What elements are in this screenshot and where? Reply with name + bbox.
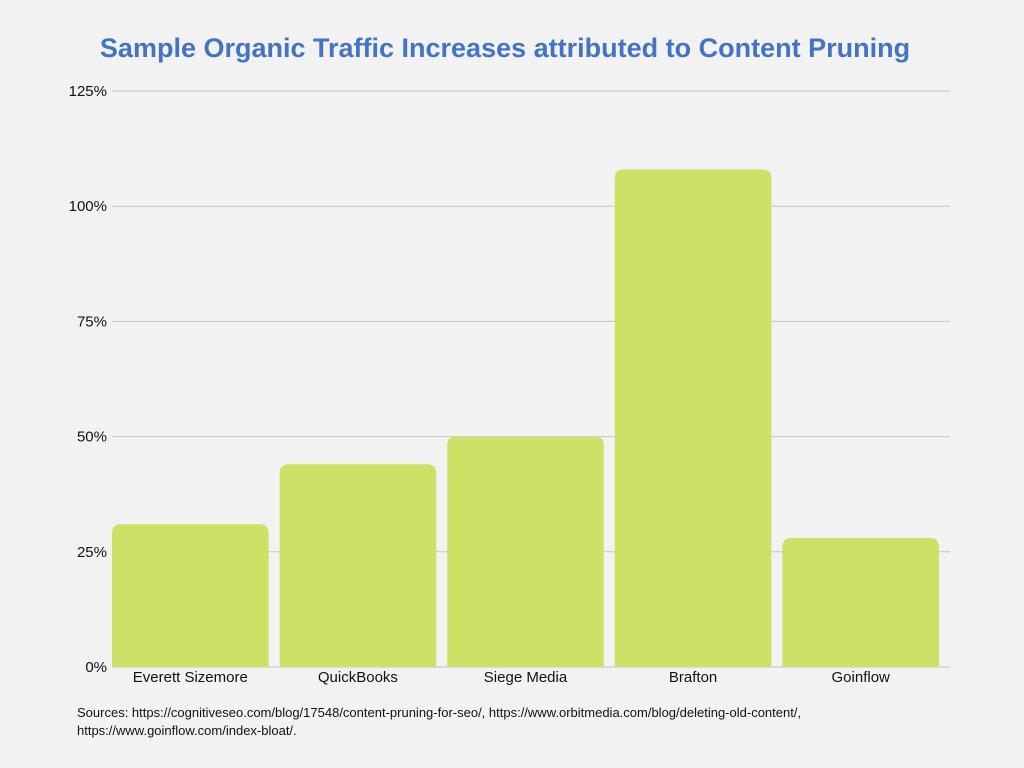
sources-line-1: Sources: https://cognitiveseo.com/blog/1… [77, 705, 802, 720]
y-tick-label: 0% [85, 659, 107, 676]
y-tick-label: 25% [77, 544, 107, 561]
y-tick-label: 75% [77, 313, 107, 330]
x-tick-label: Siege Media [484, 669, 568, 686]
chart-title: Sample Organic Traffic Increases attribu… [99, 33, 911, 63]
y-tick-label: 125% [69, 83, 107, 100]
bar-chart: 0% 25% 50% 75% 100% 125% Everett Sizemore Quic… [69, 83, 950, 686]
x-tick-label: Goinflow [832, 669, 891, 686]
bar-siege-media [447, 436, 604, 667]
x-tick-label: Everett Sizemore [133, 669, 248, 686]
sources-note: Sources: https://cognitiveseo.com/blog/1… [77, 704, 977, 740]
x-tick-label: Brafton [669, 669, 717, 686]
y-tick-label: 50% [77, 429, 107, 446]
bar-quickbooks [279, 464, 437, 667]
x-tick-label: QuickBooks [318, 669, 398, 686]
x-axis-labels: Everett Sizemore QuickBooks Siege Media Bra… [133, 669, 890, 686]
bar-brafton [614, 169, 772, 667]
bar-everett-sizemore [112, 524, 269, 667]
bar-goinflow [782, 537, 939, 667]
sources-line-2: https://www.goinflow.com/index-bloat/. [77, 723, 297, 738]
y-axis-ticks: 0% 25% 50% 75% 100% 125% [69, 83, 107, 676]
bars [112, 169, 939, 667]
y-tick-label: 100% [69, 198, 107, 215]
